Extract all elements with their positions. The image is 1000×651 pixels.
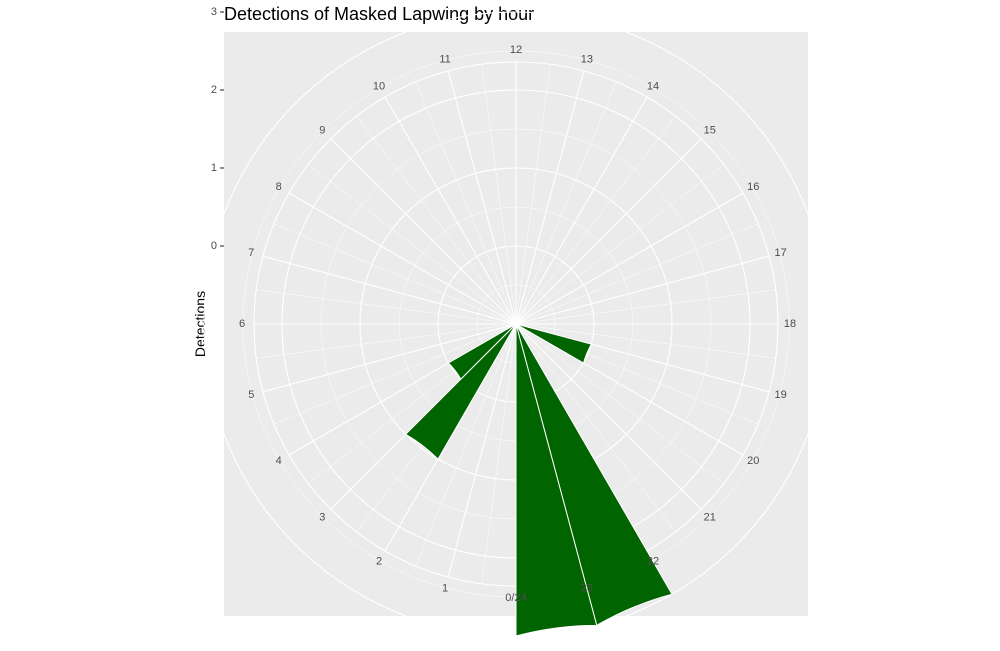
hour-label: 9 <box>319 124 325 136</box>
y-tick-label: 3 <box>211 6 217 18</box>
y-tick-label: 0 <box>211 240 217 252</box>
hour-label: 15 <box>704 124 716 136</box>
hour-label: 3 <box>319 512 325 524</box>
minor-radial-gridline <box>415 323 517 567</box>
radial-gridline <box>262 323 517 393</box>
y-axis: 0 1 2 3 <box>211 6 224 252</box>
minor-radial-gridline <box>515 289 776 325</box>
hour-label: 11 <box>439 53 450 65</box>
radial-gridline <box>262 255 517 325</box>
radial-gridline <box>515 323 702 510</box>
hour-label: 7 <box>248 247 254 259</box>
radial-gridline <box>515 192 744 325</box>
minor-radial-gridline <box>515 81 617 325</box>
minor-radial-gridline <box>515 323 676 533</box>
y-tick-label: 1 <box>211 162 217 174</box>
minor-radial-gridline <box>307 164 517 325</box>
minor-radial-gridline <box>256 289 517 325</box>
hour-label: 18 <box>784 318 796 330</box>
minor-radial-gridline <box>515 323 725 484</box>
grid-major <box>203 11 829 637</box>
hour-label: 19 <box>775 389 787 401</box>
minor-radial-gridline <box>273 223 517 325</box>
hour-label: 14 <box>647 81 659 93</box>
radial-gridline <box>447 70 517 325</box>
angle-labels: 0/24123456789101112131415161718192021222… <box>239 44 796 604</box>
hour-label: 4 <box>276 455 282 467</box>
minor-radial-gridline <box>273 323 517 425</box>
hour-label: 2 <box>376 555 382 567</box>
radial-gridline <box>447 323 517 578</box>
radial-gridline <box>330 138 517 325</box>
bar-hour-23 <box>515 323 598 637</box>
hour-label: 23 <box>581 583 593 595</box>
y-tick-label: 2 <box>211 84 217 96</box>
bars <box>404 323 673 637</box>
radial-gridline <box>515 70 585 325</box>
radial-gridline <box>288 192 517 325</box>
bar-hour-19 <box>515 323 593 364</box>
minor-radial-gridline <box>515 323 776 359</box>
radial-gridline <box>515 255 770 325</box>
minor-radial-gridline <box>515 115 676 325</box>
hour-label: 10 <box>373 81 385 93</box>
hour-label: 22 <box>647 555 659 567</box>
hour-label: 16 <box>747 181 759 193</box>
minor-radial-gridline <box>515 164 725 325</box>
hour-label: 8 <box>276 181 282 193</box>
radial-gridline <box>515 96 648 325</box>
bar-hour-2 <box>404 323 517 460</box>
hour-label: 6 <box>239 318 245 330</box>
hour-label: 21 <box>704 512 716 524</box>
minor-radial-gridline <box>356 115 517 325</box>
minor-radial-gridline <box>415 81 517 325</box>
bar-hour-3 <box>447 323 517 380</box>
minor-radial-gridline <box>481 323 517 584</box>
hour-label: 20 <box>747 455 759 467</box>
radial-gridline <box>384 96 517 325</box>
hour-label: 13 <box>581 53 593 65</box>
minor-radial-gridline <box>481 64 517 325</box>
minor-radial-gridline <box>515 223 759 325</box>
hour-label: 12 <box>510 44 522 56</box>
minor-radial-gridline <box>256 323 517 359</box>
minor-radial-gridline <box>515 64 551 325</box>
hour-label: 17 <box>775 247 787 259</box>
chart-title: Detections of Masked Lapwing by hour <box>224 4 535 24</box>
hour-label: 5 <box>248 389 254 401</box>
hour-label: 0/24 <box>505 592 526 604</box>
radial-gridline <box>515 138 702 325</box>
hour-label: 1 <box>442 583 448 595</box>
